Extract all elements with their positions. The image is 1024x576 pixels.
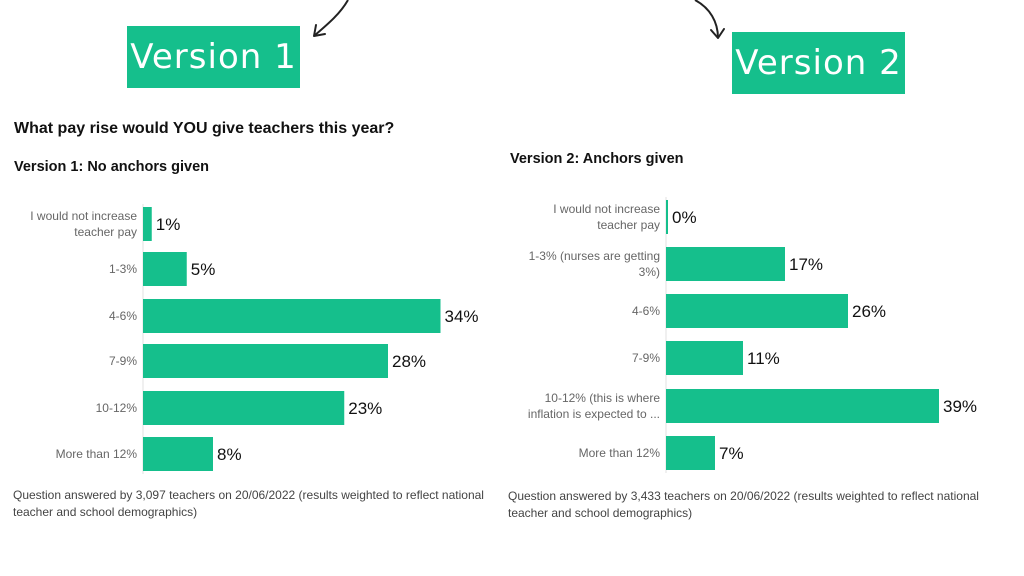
chart-1-title: Version 1: No anchors given [14,159,209,175]
chart-2-bar [666,341,743,375]
chart-1-category-label: 10-12% [96,401,138,415]
chart-2-category-label: 10-12% (this is where inflation is expect… [528,391,660,421]
chart-1-value-label: 23% [348,399,382,418]
chart-1-value-label: 34% [445,307,479,326]
chart-2-title: Version 2: Anchors given [510,151,684,167]
chart-2-value-label: 17% [789,255,823,274]
main-title: What pay rise would YOU give teachers th… [14,120,395,137]
chart-1-bar [143,299,441,333]
chart-1-category-label: 1-3% [109,262,137,276]
chart-1-value-label: 28% [392,352,426,371]
chart-1-bar [143,344,388,378]
version-2-tag: Version 2 [732,32,905,94]
chart-1-value-label: 1% [156,215,181,234]
chart-1-group: 1% I would not increase teacher pay 5% 1-3% 3… [30,204,479,474]
chart-1-value-label: 5% [191,260,216,279]
chart-1-bar [143,252,187,286]
chart-2-value-label: 39% [943,397,977,416]
chart-2-bar [666,247,785,281]
chart-1-category-label: More than 12% [56,447,138,461]
chart-2-bar [666,436,715,470]
chart-2-group: 0% I would not increase teacher pay 17% 1-3%… [528,197,977,473]
curved-arrow-right-icon [694,0,725,39]
version-1-tag: Version 1 [127,26,300,88]
chart-2-value-label: 7% [719,444,744,463]
chart-1-category-label: I would not increase teacher pay [30,209,137,239]
chart-1-value-label: 8% [217,445,242,464]
chart-2-footnote: Question answered by 3,433 teachers on 2… [508,489,979,520]
chart-1-footnote: Question answered by 3,097 teachers on 2… [13,488,484,519]
chart-2-category-label: I would not increase teacher pay [553,202,660,232]
chart-2-bar [666,389,939,423]
chart-1-category-label: 4-6% [109,309,137,323]
chart-1-bar [143,391,345,425]
chart-2-category-label: 7-9% [632,351,660,365]
chart-2-value-label: 26% [852,302,886,321]
chart-1-category-label: 7-9% [109,354,137,368]
chart-2-bar [666,200,668,234]
curved-arrow-left-icon [313,0,349,37]
chart-2-category-label: 1-3% (nurses are getting 3%) [529,249,660,279]
chart-2-category-label: 4-6% [632,304,660,318]
chart-1-bar [143,437,213,471]
chart-2-bar [666,294,848,328]
chart-2-category-label: More than 12% [579,446,661,460]
chart-2-value-label: 11% [747,349,780,368]
chart-2-value-label: 0% [672,208,697,227]
chart-1-bar [143,207,152,241]
